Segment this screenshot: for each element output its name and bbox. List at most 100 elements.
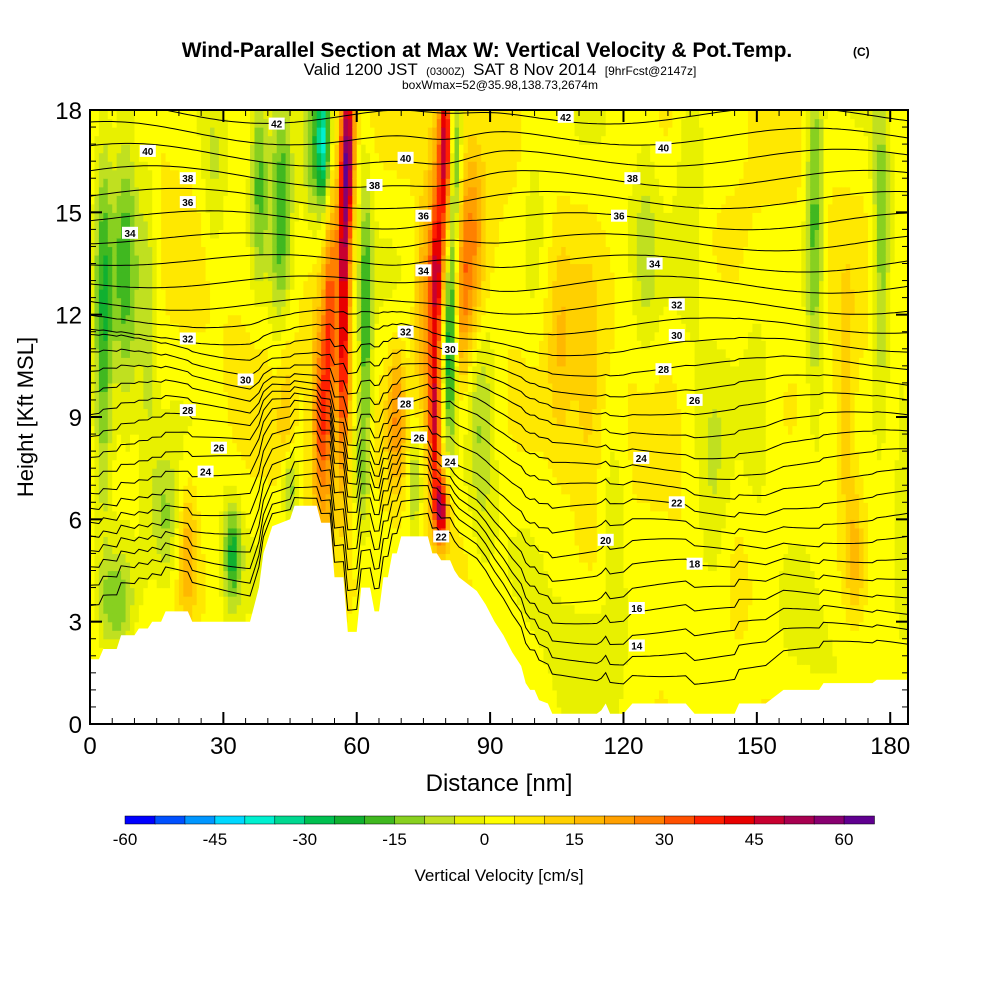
velocity-cell bbox=[227, 502, 233, 512]
velocity-cell bbox=[294, 468, 300, 478]
velocity-cell bbox=[130, 587, 136, 597]
velocity-cell bbox=[143, 502, 149, 512]
velocity-cell bbox=[258, 459, 264, 469]
velocity-cell bbox=[165, 203, 171, 213]
velocity-cell bbox=[107, 459, 113, 469]
velocity-cell bbox=[338, 434, 345, 444]
velocity-cell bbox=[143, 382, 149, 393]
velocity-cell bbox=[267, 220, 273, 230]
velocity-cell bbox=[103, 399, 109, 410]
velocity-cell bbox=[245, 434, 251, 444]
velocity-cell bbox=[183, 544, 189, 555]
velocity-cell bbox=[143, 459, 149, 469]
velocity-cell bbox=[147, 527, 153, 537]
velocity-cell bbox=[90, 237, 96, 248]
velocity-cell bbox=[147, 195, 153, 205]
velocity-cell bbox=[250, 331, 256, 341]
velocity-cell bbox=[236, 519, 242, 529]
velocity-cell bbox=[103, 186, 109, 196]
velocity-cell bbox=[356, 451, 362, 461]
velocity-cell bbox=[232, 186, 238, 196]
velocity-cell bbox=[134, 297, 140, 307]
velocity-cell bbox=[236, 596, 242, 606]
velocity-cell bbox=[245, 323, 251, 333]
velocity-cell bbox=[125, 374, 131, 384]
velocity-cell bbox=[107, 434, 113, 444]
velocity-cell bbox=[272, 144, 278, 154]
velocity-cell bbox=[205, 280, 211, 290]
velocity-cell bbox=[321, 459, 327, 469]
velocity-cell bbox=[152, 570, 158, 580]
velocity-cell bbox=[236, 169, 242, 179]
velocity-cell bbox=[267, 348, 273, 358]
velocity-cell bbox=[321, 357, 327, 367]
velocity-cell bbox=[334, 169, 340, 179]
velocity-cell bbox=[152, 536, 158, 546]
velocity-cell bbox=[174, 527, 180, 537]
velocity-cell bbox=[325, 331, 331, 341]
velocity-cell bbox=[165, 399, 171, 410]
velocity-cell bbox=[90, 169, 96, 179]
velocity-cell bbox=[214, 570, 220, 580]
velocity-cell bbox=[112, 203, 118, 213]
velocity-cell bbox=[281, 459, 287, 469]
velocity-cell bbox=[303, 408, 309, 418]
velocity-cell bbox=[134, 272, 140, 282]
velocity-cell bbox=[232, 144, 238, 154]
velocity-cell bbox=[90, 272, 96, 282]
velocity-cell bbox=[374, 212, 380, 222]
velocity-cell bbox=[298, 169, 304, 179]
velocity-cell bbox=[116, 459, 122, 469]
velocity-cell bbox=[294, 391, 300, 401]
velocity-cell bbox=[285, 220, 291, 230]
velocity-cell bbox=[196, 408, 202, 418]
velocity-cell bbox=[152, 544, 158, 555]
velocity-cell bbox=[152, 485, 158, 495]
velocity-cell bbox=[338, 391, 345, 401]
velocity-cell bbox=[356, 118, 362, 128]
velocity-cell bbox=[196, 195, 202, 205]
velocity-cell bbox=[165, 468, 171, 478]
velocity-cell bbox=[107, 604, 113, 614]
velocity-cell bbox=[303, 212, 309, 222]
velocity-cell bbox=[232, 263, 238, 273]
velocity-cell bbox=[107, 638, 113, 648]
velocity-cell bbox=[223, 297, 229, 307]
velocity-cell bbox=[276, 203, 282, 213]
velocity-cell bbox=[156, 195, 162, 205]
velocity-cell bbox=[94, 613, 100, 623]
velocity-cell bbox=[156, 331, 162, 341]
velocity-cell bbox=[330, 263, 336, 273]
velocity-cell bbox=[147, 297, 153, 307]
velocity-cell bbox=[378, 331, 385, 341]
velocity-cell bbox=[267, 237, 273, 248]
velocity-cell bbox=[134, 468, 140, 478]
velocity-cell bbox=[156, 348, 162, 358]
velocity-cell bbox=[183, 280, 189, 290]
velocity-cell bbox=[365, 570, 371, 580]
velocity-cell bbox=[312, 434, 318, 444]
velocity-cell bbox=[107, 391, 113, 401]
velocity-cell bbox=[156, 169, 162, 179]
velocity-cell bbox=[347, 434, 353, 444]
velocity-cell bbox=[330, 280, 336, 290]
velocity-cell bbox=[201, 604, 207, 614]
velocity-cell bbox=[356, 553, 362, 563]
velocity-cell bbox=[245, 553, 251, 563]
velocity-cell bbox=[183, 152, 189, 162]
velocity-cell bbox=[187, 212, 193, 222]
velocity-cell bbox=[285, 306, 291, 316]
velocity-cell bbox=[134, 519, 140, 529]
velocity-cell bbox=[267, 246, 273, 256]
velocity-cell bbox=[232, 476, 238, 486]
velocity-cell bbox=[250, 110, 256, 120]
velocity-cell bbox=[227, 331, 233, 341]
velocity-cell bbox=[210, 220, 216, 230]
velocity-cell bbox=[374, 579, 380, 589]
velocity-cell bbox=[325, 152, 331, 162]
velocity-cell bbox=[112, 280, 118, 290]
velocity-cell bbox=[285, 127, 291, 137]
velocity-cell bbox=[227, 613, 233, 623]
velocity-cell bbox=[134, 399, 140, 410]
velocity-cell bbox=[378, 127, 385, 137]
